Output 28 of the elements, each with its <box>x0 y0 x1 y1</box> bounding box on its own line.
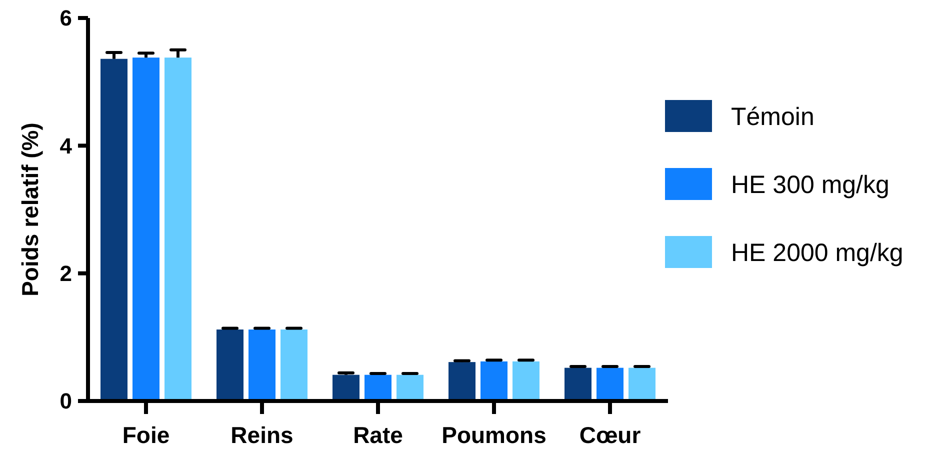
x-tick-label: Cœur <box>579 422 641 448</box>
y-tick-label: 4 <box>60 133 73 158</box>
y-tick-label: 6 <box>60 6 72 31</box>
bar <box>396 374 424 401</box>
x-tick-label: Foie <box>122 422 170 448</box>
y-axis-title: Poids relatif (%) <box>17 122 43 296</box>
bar <box>564 368 592 401</box>
bar <box>512 361 540 401</box>
bar <box>448 362 476 401</box>
bar <box>164 58 192 401</box>
bar <box>332 374 360 401</box>
bar <box>132 58 160 401</box>
x-tick-label: Reins <box>230 422 294 448</box>
y-tick-label: 0 <box>60 388 72 414</box>
x-tick-label: Poumons <box>442 422 546 448</box>
bar <box>596 368 624 401</box>
bar <box>248 330 276 401</box>
x-tick-label: Rate <box>353 422 403 448</box>
legend-label: Témoin <box>731 102 814 131</box>
bar <box>280 330 308 401</box>
y-tick-label: 2 <box>60 261 72 286</box>
bar <box>628 368 656 401</box>
bar <box>480 361 508 401</box>
bar <box>216 330 244 401</box>
bar <box>364 374 392 401</box>
legend-label: HE 300 mg/kg <box>731 170 890 199</box>
legend-label: HE 2000 mg/kg <box>731 238 904 267</box>
bar <box>100 58 128 401</box>
